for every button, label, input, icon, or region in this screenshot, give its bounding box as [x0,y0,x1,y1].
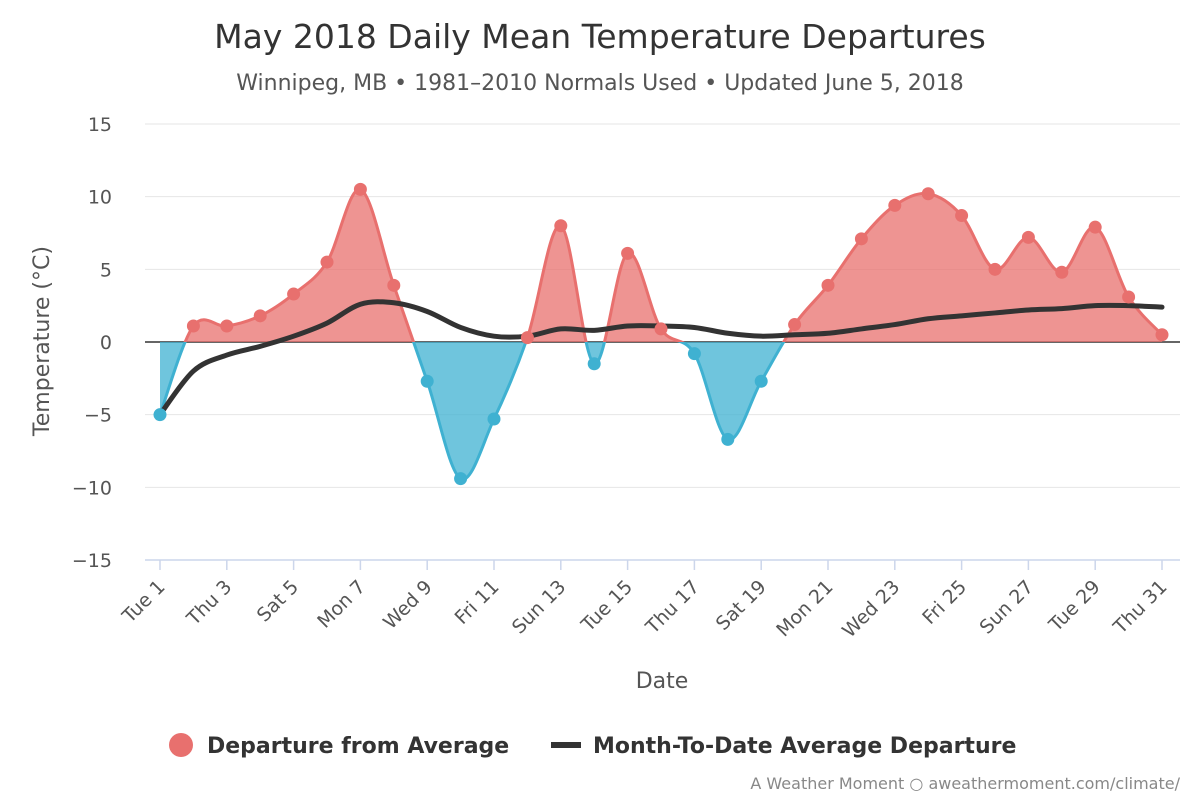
x-tick-label: Mon 21 [772,576,837,641]
x-tick-label: Thu 31 [1109,576,1172,639]
x-tick-label: Thu 17 [641,576,704,639]
x-tick-label: Tue 15 [577,576,638,637]
x-tick-label: Tue 29 [1044,576,1105,637]
data-point[interactable] [253,309,267,323]
legend-item-departure[interactable]: Departure from Average [169,733,509,759]
data-point[interactable] [754,374,768,388]
y-tick-label: −5 [84,405,112,427]
y-tick-label: 15 [88,114,112,136]
data-point[interactable] [153,408,167,422]
legend-departure-label: Departure from Average [207,734,509,759]
data-point[interactable] [1055,265,1069,279]
x-tick-label: Tue 1 [117,576,169,628]
chart-title: May 2018 Daily Mean Temperature Departur… [214,17,986,56]
x-tick-label: Sun 13 [508,576,570,638]
data-point[interactable] [654,322,668,336]
legend: Departure from Average Month-To-Date Ave… [169,733,1016,759]
legend-item-mtd[interactable]: Month-To-Date Average Departure [551,734,1016,759]
data-point[interactable] [387,278,401,292]
data-point[interactable] [821,278,835,292]
data-point[interactable] [487,412,501,426]
y-tick-label: −15 [72,550,112,572]
data-point[interactable] [1088,220,1102,234]
credits-link[interactable]: A Weather Moment ○ aweathermoment.com/cl… [750,774,1180,793]
data-point[interactable] [353,182,367,196]
x-tick-label: Mon 7 [313,576,370,633]
y-tick-label: 5 [100,259,112,281]
data-point[interactable] [520,331,534,345]
x-tick-label: Fri 11 [451,576,504,629]
data-point[interactable] [587,357,601,371]
legend-departure-marker [169,733,193,757]
data-point[interactable] [988,262,1002,276]
y-tick-label: 10 [88,187,112,209]
data-point[interactable] [1021,230,1035,244]
data-point[interactable] [554,219,568,233]
data-point[interactable] [1122,290,1136,304]
data-point[interactable] [721,432,735,446]
x-tick-label: Sat 19 [712,576,771,635]
data-point[interactable] [955,209,969,223]
x-tick-label: Wed 23 [838,576,904,642]
departure-area-positive [160,189,1162,342]
y-axis-title: Temperature (°C) [30,246,55,437]
x-tick-label: Sat 5 [253,576,303,626]
data-point[interactable] [220,319,234,333]
chart-subtitle: Winnipeg, MB • 1981–2010 Normals Used • … [236,71,963,96]
x-tick-label: Wed 9 [379,576,437,634]
x-tick-label: Fri 25 [918,576,971,629]
data-point[interactable] [788,318,802,332]
x-tick-label: Thu 3 [182,576,236,630]
data-point[interactable] [621,246,635,260]
data-point[interactable] [921,187,935,201]
data-point[interactable] [854,232,868,246]
y-tick-label: −10 [72,477,112,499]
x-axis-ticks: Tue 1 Thu 3 Sat 5 Mon 7 Wed 9 Fri 11 Sun 13 Tue… [117,560,1172,642]
data-point[interactable] [454,472,468,486]
departure-points [153,182,1169,486]
data-point[interactable] [320,255,334,269]
x-tick-label: Sun 27 [975,576,1037,638]
data-point[interactable] [287,287,301,301]
legend-mtd-label: Month-To-Date Average Departure [593,734,1016,759]
data-point[interactable] [1155,328,1169,342]
data-point[interactable] [687,347,701,361]
data-point[interactable] [186,319,200,333]
data-point[interactable] [420,374,434,388]
data-point[interactable] [888,198,902,212]
y-axis-ticks: 15 10 5 0 −5 −10 −15 [72,114,112,572]
y-tick-label: 0 [100,332,112,354]
x-axis-title: Date [636,669,689,694]
